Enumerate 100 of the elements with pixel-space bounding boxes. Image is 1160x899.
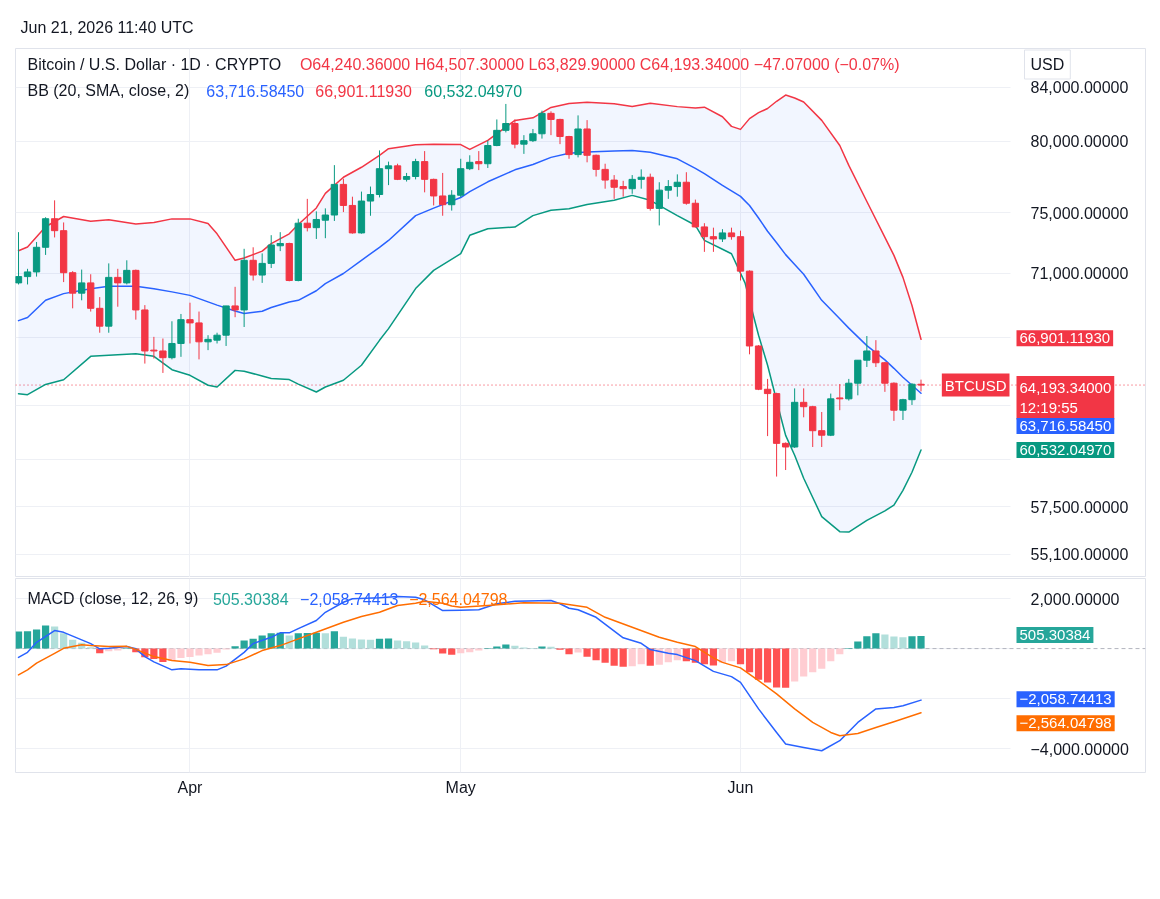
bar <box>402 641 411 649</box>
bar <box>601 648 609 663</box>
y-tick-label: −4,000.00000 <box>1030 740 1129 758</box>
bar <box>60 633 68 649</box>
bar <box>610 648 618 666</box>
candlestick <box>78 269 86 301</box>
bar <box>763 648 772 683</box>
bar <box>727 648 736 662</box>
candlestick <box>69 270 77 309</box>
candlestick <box>186 302 194 344</box>
bar <box>312 632 320 649</box>
candlestick <box>50 199 59 238</box>
bar <box>754 648 763 680</box>
x-tick-label: May <box>445 778 476 796</box>
candlestick <box>303 198 311 232</box>
chart-subtitle: O64,240.36000 H64,507.30000 L63,829.90000 C64,193.34000 −47.07000 (−0.07%) <box>299 56 900 73</box>
candlestick <box>114 268 122 308</box>
series-label: −2,564.04798 <box>409 590 508 608</box>
bar <box>421 645 429 649</box>
bar <box>502 644 510 649</box>
y-tick-label: 84,000.00000 <box>1030 79 1129 97</box>
candlestick <box>96 296 104 334</box>
candlestick <box>664 179 672 200</box>
bar <box>574 648 582 653</box>
text: 505.30384 <box>1019 625 1091 643</box>
bar <box>800 648 808 677</box>
bar <box>809 648 817 673</box>
candlestick <box>258 252 266 284</box>
candlestick <box>637 168 645 190</box>
text: Jun 21, 2026 11:40 UTC <box>20 18 194 36</box>
ref-line-label: BTCUSD <box>944 376 1007 394</box>
bar <box>827 648 835 662</box>
text: −2,058.74413 <box>1019 690 1112 708</box>
text: MACD (close, 12, 26, 9) <box>27 590 199 607</box>
text: −2,564.04798 <box>1019 714 1112 732</box>
candlestick <box>384 161 393 186</box>
candlestick <box>439 172 447 217</box>
candlestick <box>15 231 23 285</box>
y-tick-label: 57,500.00000 <box>1030 498 1129 516</box>
text: 63,716.58450 <box>1019 417 1112 435</box>
candlestick <box>123 259 131 285</box>
candlestick <box>312 210 320 240</box>
bar <box>240 640 248 649</box>
bar <box>637 648 645 665</box>
candlestick <box>231 286 239 318</box>
candlestick <box>709 227 718 253</box>
series-label: 505.30384 <box>212 590 289 608</box>
bar <box>493 646 501 649</box>
text: 66,901.11930 <box>315 82 413 100</box>
bar <box>854 641 862 649</box>
bar <box>791 648 799 682</box>
x-tick-label: Jun <box>727 778 754 796</box>
bar <box>357 639 366 649</box>
candlestick <box>682 171 691 206</box>
candlestick <box>691 199 700 229</box>
bar <box>366 639 375 649</box>
bar <box>41 625 50 649</box>
bar <box>628 648 636 667</box>
y-tick-label: 75,000.00000 <box>1030 204 1129 222</box>
candlestick <box>159 338 167 374</box>
text: 63,716.58450 <box>206 82 305 100</box>
candlestick <box>339 178 348 213</box>
bar <box>736 648 745 665</box>
y-tick-label: 80,000.00000 <box>1030 133 1129 151</box>
bar <box>619 648 627 667</box>
candlestick <box>430 178 438 206</box>
text: 66,901.11930 <box>1019 329 1111 347</box>
bar <box>321 633 329 649</box>
bar <box>384 638 393 649</box>
candlestick <box>321 207 330 239</box>
y-tick-label: 71,000.00000 <box>1030 265 1129 283</box>
bar <box>231 646 239 649</box>
text: 64,193.34000 12:19:55 <box>1019 379 1112 417</box>
series-label: −2,058.74413 <box>300 590 399 608</box>
candlestick <box>420 150 429 193</box>
y-axis-title: USD <box>1030 56 1065 73</box>
y-tick-label: 55,100.00000 <box>1030 546 1129 564</box>
candlestick <box>700 222 709 253</box>
bar <box>872 633 880 649</box>
candlestick <box>411 158 420 180</box>
bar <box>15 631 23 649</box>
candlestick <box>475 150 483 171</box>
bar <box>23 631 32 649</box>
text: 60,532.04970 <box>1019 441 1112 459</box>
bar <box>294 633 302 649</box>
candlestick <box>781 441 790 471</box>
bar <box>375 638 384 649</box>
candlestick <box>195 311 203 360</box>
candlestick <box>538 110 546 140</box>
candlestick <box>249 246 257 282</box>
bar <box>863 636 871 649</box>
bar <box>818 648 826 669</box>
bar <box>772 648 781 688</box>
bar <box>745 648 754 673</box>
bar <box>412 642 420 649</box>
bar <box>475 648 483 651</box>
y-tick-label: 2,000.00000 <box>1030 590 1120 608</box>
bar <box>538 646 546 649</box>
candlestick <box>511 118 519 149</box>
legend-title: BB (20, SMA, close, 2) <box>27 82 190 99</box>
